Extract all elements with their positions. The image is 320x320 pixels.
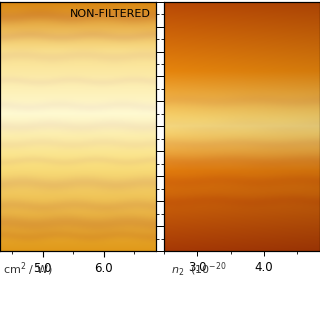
- Text: $n_2$  $(10^{-20}$: $n_2$ $(10^{-20}$: [171, 261, 227, 279]
- Text: cm$^2$ / W): cm$^2$ / W): [3, 261, 53, 278]
- Text: NON-FILTERED: NON-FILTERED: [70, 9, 151, 19]
